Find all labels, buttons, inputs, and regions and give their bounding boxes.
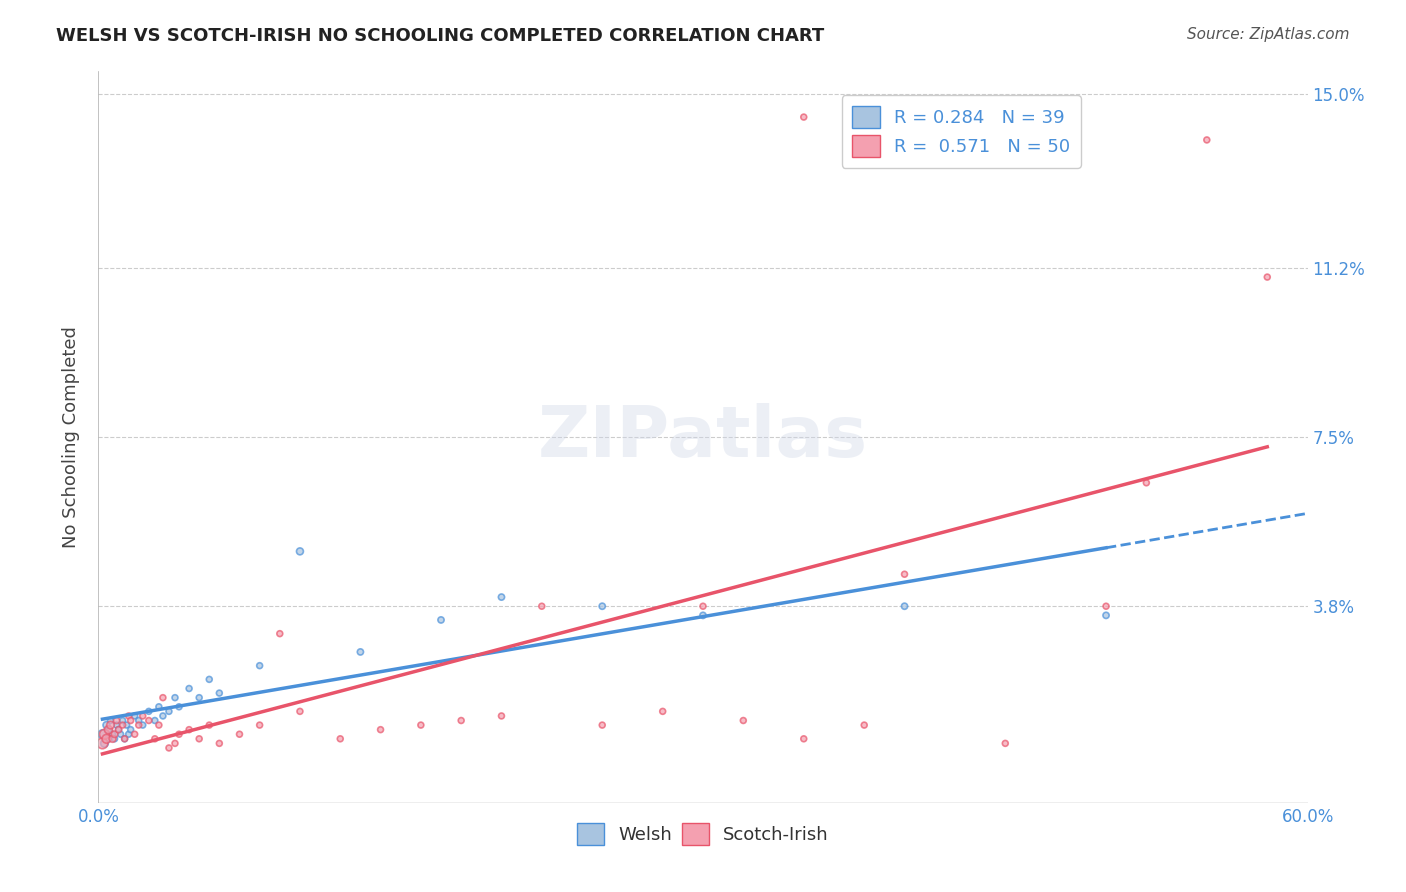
Point xyxy=(591,599,613,614)
Point xyxy=(148,699,170,714)
Point xyxy=(198,718,221,732)
Point xyxy=(120,714,142,728)
Point xyxy=(530,599,553,614)
Point xyxy=(1195,133,1218,147)
Point xyxy=(188,690,211,705)
Point xyxy=(249,658,271,673)
Point xyxy=(692,599,714,614)
Point xyxy=(100,718,122,732)
Point xyxy=(591,718,613,732)
Point xyxy=(157,705,180,719)
Text: ZIPatlas: ZIPatlas xyxy=(538,402,868,472)
Point xyxy=(138,714,160,728)
Point xyxy=(208,686,231,700)
Point xyxy=(111,714,134,728)
Point xyxy=(249,718,271,732)
Point xyxy=(491,709,513,723)
Point xyxy=(105,718,128,732)
Point xyxy=(349,645,371,659)
Point xyxy=(93,736,115,750)
Point xyxy=(188,731,211,746)
Point xyxy=(105,714,128,728)
Point xyxy=(152,690,174,705)
Point xyxy=(132,718,155,732)
Point xyxy=(128,714,150,728)
Point xyxy=(1256,270,1278,285)
Point xyxy=(167,699,190,714)
Point xyxy=(97,723,120,737)
Point xyxy=(91,727,114,741)
Point xyxy=(163,690,186,705)
Point xyxy=(793,731,815,746)
Point xyxy=(288,705,311,719)
Point xyxy=(288,544,311,558)
Point xyxy=(114,731,136,746)
Point xyxy=(853,718,876,732)
Point xyxy=(103,731,125,746)
Point xyxy=(138,705,160,719)
Legend: Welsh, Scotch-Irish: Welsh, Scotch-Irish xyxy=(569,816,837,852)
Point xyxy=(103,727,125,741)
Point xyxy=(97,723,120,737)
Point xyxy=(793,110,815,124)
Point xyxy=(124,709,146,723)
Point xyxy=(450,714,472,728)
Point xyxy=(91,736,114,750)
Point xyxy=(491,590,513,604)
Point xyxy=(120,723,142,737)
Text: WELSH VS SCOTCH-IRISH NO SCHOOLING COMPLETED CORRELATION CHART: WELSH VS SCOTCH-IRISH NO SCHOOLING COMPL… xyxy=(56,27,824,45)
Point xyxy=(208,736,231,750)
Point xyxy=(110,727,132,741)
Point xyxy=(409,718,432,732)
Point xyxy=(167,727,190,741)
Point xyxy=(179,723,201,737)
Point xyxy=(97,731,120,746)
Point xyxy=(893,599,915,614)
Point xyxy=(228,727,250,741)
Point xyxy=(370,723,392,737)
Point xyxy=(148,718,170,732)
Point xyxy=(692,608,714,623)
Point xyxy=(101,727,124,741)
Point xyxy=(1135,475,1157,490)
Point xyxy=(1095,599,1118,614)
Point xyxy=(114,731,136,746)
Point xyxy=(1095,608,1118,623)
Point xyxy=(96,731,118,746)
Point xyxy=(143,714,166,728)
Text: Source: ZipAtlas.com: Source: ZipAtlas.com xyxy=(1187,27,1350,42)
Point xyxy=(994,736,1017,750)
Point xyxy=(115,718,138,732)
Point xyxy=(118,709,141,723)
Point xyxy=(118,727,141,741)
Point xyxy=(179,681,201,696)
Y-axis label: No Schooling Completed: No Schooling Completed xyxy=(62,326,80,548)
Point xyxy=(111,718,134,732)
Point xyxy=(163,736,186,750)
Point xyxy=(198,673,221,687)
Point xyxy=(128,718,150,732)
Point xyxy=(893,567,915,582)
Point xyxy=(124,727,146,741)
Point xyxy=(733,714,755,728)
Point xyxy=(93,727,115,741)
Point xyxy=(430,613,453,627)
Point xyxy=(269,626,291,640)
Point xyxy=(100,714,122,728)
Point xyxy=(143,731,166,746)
Point xyxy=(651,705,673,719)
Point xyxy=(152,709,174,723)
Point xyxy=(157,740,180,755)
Point xyxy=(107,723,129,737)
Point xyxy=(132,709,155,723)
Point xyxy=(101,731,124,746)
Point xyxy=(96,718,118,732)
Point xyxy=(329,731,352,746)
Point xyxy=(107,723,129,737)
